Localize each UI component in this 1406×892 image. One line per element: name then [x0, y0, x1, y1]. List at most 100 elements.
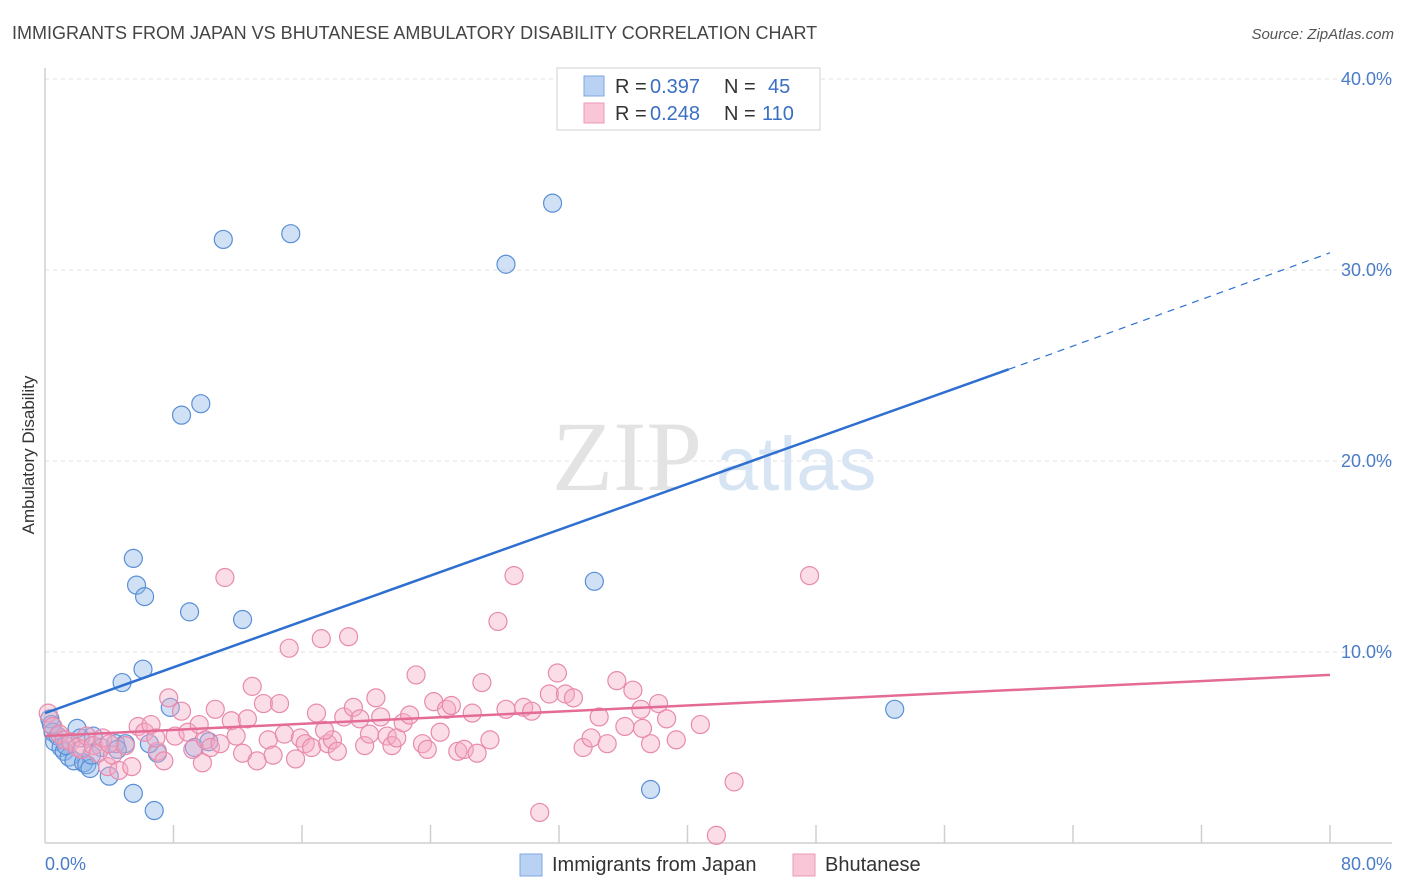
y-tick-label-0: 10.0%: [1341, 642, 1392, 662]
point-1-57: [355, 735, 375, 756]
point-1-101: [706, 825, 727, 845]
legend-swatch-japan: [519, 853, 543, 877]
point-0-21: [126, 575, 147, 595]
point-1-11: [98, 756, 118, 777]
x-tick-label-max: 80.0%: [1341, 854, 1392, 874]
point-1-104: [146, 728, 166, 748]
point-0-39: [885, 699, 905, 719]
point-1-13: [109, 760, 129, 781]
point-1-68: [417, 739, 437, 760]
point-0-33: [232, 609, 253, 630]
point-1-59: [366, 688, 386, 708]
point-1-76: [472, 672, 492, 693]
trend-line-0: [44, 368, 1010, 715]
stats-n-value-bhutanese: 110: [762, 103, 794, 125]
stats-r-value-japan: 0.397: [650, 76, 700, 98]
point-1-36: [242, 676, 262, 696]
point-1-95: [631, 699, 651, 719]
point-0-26: [160, 697, 180, 717]
point-1-75: [462, 703, 482, 723]
trend-extension-0: [1008, 252, 1331, 370]
point-1-14: [115, 735, 135, 756]
point-1-55: [343, 697, 363, 717]
point-0-36: [542, 193, 563, 213]
point-1-66: [406, 665, 426, 685]
stats-r-value-bhutanese: 0.248: [650, 103, 700, 125]
trend-line-1: [44, 673, 1331, 738]
point-1-33: [226, 726, 246, 746]
trend-lines: [44, 252, 1331, 738]
point-0-38: [640, 779, 661, 800]
point-1-96: [640, 734, 661, 754]
series-bhutanese-points: [38, 565, 820, 845]
legend-swatch-bhutanese: [792, 853, 816, 877]
point-1-98: [657, 709, 677, 729]
point-0-27: [171, 405, 192, 425]
point-1-54: [338, 627, 359, 647]
point-1-99: [666, 730, 686, 750]
point-1-43: [279, 638, 299, 658]
point-1-41: [269, 693, 290, 714]
point-1-48: [306, 703, 327, 723]
point-1-58: [359, 724, 380, 744]
series-japan-points: [40, 193, 905, 821]
point-1-103: [799, 565, 820, 586]
point-1-15: [122, 756, 142, 777]
x-tick-label-min: 0.0%: [45, 854, 86, 874]
point-1-72: [441, 695, 461, 716]
chart-source: Source: ZipAtlas.com: [1251, 26, 1394, 43]
stats-legend-swatch-bhutanese: [583, 102, 605, 124]
point-1-21: [159, 688, 179, 708]
point-1-92: [607, 671, 627, 691]
stats-r-label-bhutanese: R =: [615, 103, 647, 125]
point-1-85: [547, 663, 567, 683]
point-0-34: [281, 224, 301, 244]
y-axis-label: Ambulatory Disability: [19, 375, 38, 534]
chart-title: IMMIGRANTS FROM JAPAN VS BHUTANESE AMBUL…: [12, 23, 817, 43]
point-1-65: [400, 705, 420, 725]
point-1-89: [581, 728, 601, 748]
point-1-84: [539, 684, 559, 704]
point-1-60: [371, 707, 391, 727]
point-1-47: [302, 737, 322, 758]
point-0-37: [584, 571, 604, 591]
point-0-19: [123, 783, 143, 803]
y-tick-labels: 10.0% 20.0% 30.0% 40.0%: [1341, 69, 1392, 662]
point-1-37: [247, 751, 267, 771]
stats-r-label-japan: R =: [615, 76, 647, 98]
stats-legend-swatch-japan: [583, 75, 605, 97]
point-1-20: [154, 751, 174, 771]
stats-legend: R = 0.397 N = 45 R = 0.248 N = 110: [556, 67, 821, 131]
point-1-94: [623, 680, 643, 700]
point-1-77: [480, 730, 500, 750]
point-0-20: [123, 548, 143, 569]
point-1-78: [488, 611, 508, 632]
legend-label-bhutanese: Bhutanese: [825, 854, 921, 876]
point-1-80: [504, 565, 524, 586]
point-0-28: [179, 602, 200, 622]
grid-lines: [45, 78, 1392, 653]
point-1-56: [350, 709, 370, 729]
y-tick-label-2: 30.0%: [1341, 260, 1392, 280]
point-1-107: [467, 743, 487, 763]
point-0-35: [496, 254, 516, 274]
point-1-102: [724, 772, 744, 792]
x-ticks: [172, 825, 1331, 843]
point-1-23: [171, 701, 192, 721]
point-1-106: [314, 720, 335, 740]
point-1-40: [263, 745, 283, 765]
y-tick-label-1: 20.0%: [1341, 451, 1392, 471]
point-1-61: [377, 726, 397, 746]
stats-n-value-japan: 45: [768, 76, 790, 98]
point-1-44: [285, 749, 306, 769]
point-1-29: [205, 699, 225, 719]
point-0-22: [134, 587, 155, 607]
point-1-108: [632, 718, 653, 739]
stats-n-label-bhutanese: N =: [724, 103, 756, 125]
point-1-87: [563, 688, 584, 708]
point-1-100: [690, 714, 710, 735]
point-1-90: [589, 707, 609, 727]
point-1-32: [221, 711, 241, 731]
watermark-zip: ZIP: [552, 401, 702, 512]
